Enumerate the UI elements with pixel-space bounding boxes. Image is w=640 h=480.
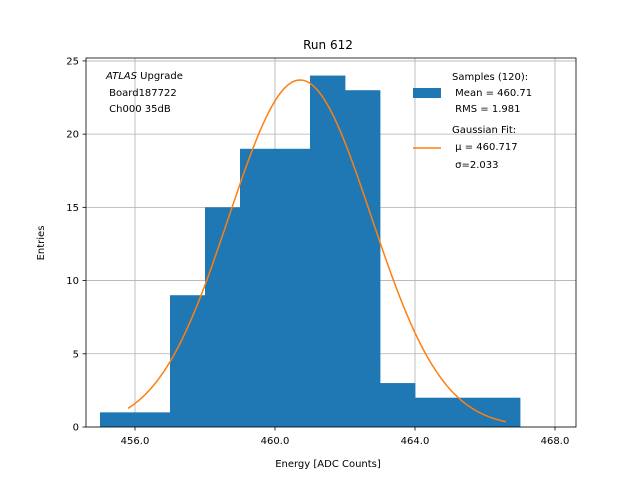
annotation-line-3: Ch000 35dB — [106, 104, 171, 115]
legend-samples-line-3: RMS = 1.981 — [452, 104, 520, 115]
annotation-rest: Upgrade — [137, 71, 183, 82]
y-tick-label: 0 — [73, 423, 79, 434]
legend-samples-swatch — [413, 88, 441, 98]
histogram-bar — [485, 397, 521, 427]
annotation-line-1: ATLAS Upgrade — [105, 71, 183, 82]
y-tick-label: 20 — [66, 130, 79, 141]
x-tick-label: 460.0 — [261, 436, 290, 447]
histogram-bar — [380, 383, 416, 427]
legend-fit-line-2: μ = 460.717 — [452, 142, 518, 153]
histogram-bar — [170, 295, 206, 427]
y-tick-label: 25 — [66, 56, 79, 67]
legend-fit-line-3: σ=2.033 — [452, 160, 499, 171]
histogram-bar — [205, 207, 241, 427]
histogram-bar — [345, 90, 381, 427]
histogram-bar — [310, 75, 346, 428]
y-axis-label: Entries — [36, 226, 47, 261]
histogram-bar — [135, 412, 171, 427]
plot-frame — [85, 57, 577, 428]
histogram-bar — [275, 148, 311, 428]
chart-title: Run 612 — [303, 38, 353, 52]
legend: Samples (120): Mean = 460.71 RMS = 1.981… — [413, 72, 532, 171]
annotation-line-2: Board187722 — [106, 88, 177, 99]
x-tick-label: 456.0 — [121, 436, 150, 447]
y-tick-label: 10 — [66, 276, 79, 287]
fit-layer — [127, 79, 507, 423]
annotation: ATLAS Upgrade Board187722 Ch000 35dB — [105, 71, 183, 115]
histogram-bars — [100, 75, 521, 428]
histogram-bar — [415, 397, 451, 427]
y-tick-label: 15 — [66, 203, 79, 214]
legend-fit-line-1: Gaussian Fit: — [452, 125, 516, 136]
histogram-bar — [100, 412, 136, 427]
legend-samples-line-2: Mean = 460.71 — [452, 88, 532, 99]
annotation-italic: ATLAS — [105, 71, 138, 82]
legend-samples-line-1: Samples (120): — [452, 72, 528, 83]
x-axis-label: Energy [ADC Counts] — [275, 459, 381, 470]
x-tick-label: 468.0 — [541, 436, 570, 447]
x-tick-label: 464.0 — [401, 436, 430, 447]
tick-layer: 456.0 460.0 464.0 468.0 0 5 10 15 20 25 — [66, 56, 569, 447]
y-tick-label: 5 — [73, 349, 79, 360]
gaussian-fit-line — [127, 79, 507, 423]
histogram-bar — [240, 148, 276, 428]
